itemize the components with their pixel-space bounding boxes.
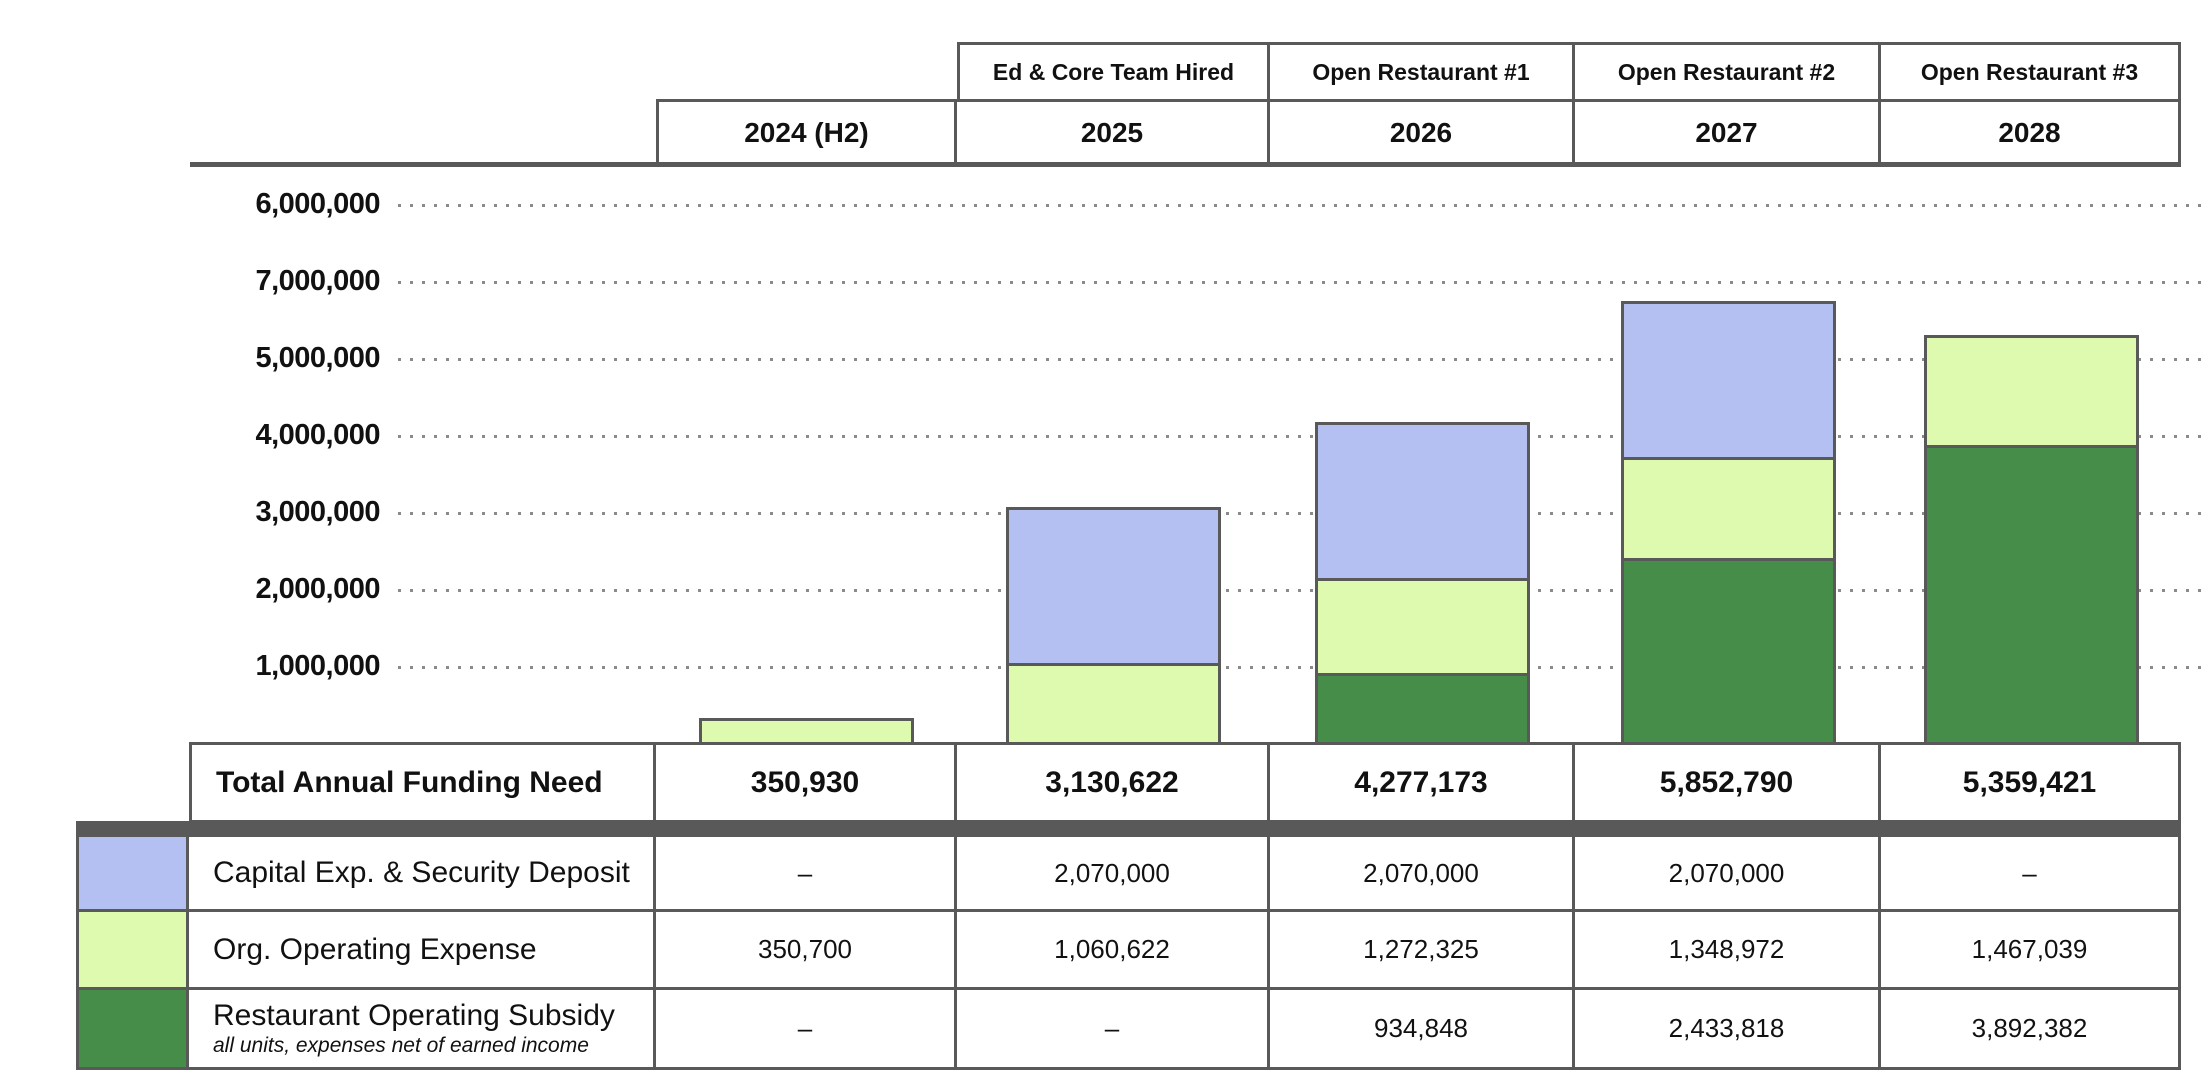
y-tick-label: 7,000,000 bbox=[255, 265, 380, 297]
gridline bbox=[398, 358, 2205, 361]
capital-exp-2027: 2,070,000 bbox=[1572, 834, 1881, 912]
year-cell-2025: 2025 bbox=[954, 99, 1270, 166]
year-cell-2027: 2027 bbox=[1572, 99, 1881, 166]
restaurant-subsidy-label-main: Restaurant Operating Subsidy bbox=[213, 999, 615, 1033]
restaurant-subsidy-2025: – bbox=[954, 987, 1270, 1070]
bar-segment-restaurant-operating-subsidy bbox=[1924, 445, 2139, 745]
total-row-label: Total Annual Funding Need bbox=[189, 742, 656, 823]
bar-2028 bbox=[1924, 335, 2139, 745]
gridline bbox=[398, 281, 2205, 284]
bar-segment-org-operating-expense bbox=[1006, 663, 1221, 745]
org-operating-2027: 1,348,972 bbox=[1572, 909, 1881, 990]
bar-segment-org-operating-expense bbox=[1924, 335, 2139, 448]
org-operating-2024: 350,700 bbox=[653, 909, 957, 990]
capital-exp-2028: – bbox=[1878, 834, 2181, 912]
bar-segment-capital-exp-security-deposit bbox=[1315, 422, 1530, 581]
gridline bbox=[398, 589, 2205, 592]
milestone-cell-2025: Ed & Core Team Hired bbox=[957, 42, 1270, 102]
y-tick-label: 4,000,000 bbox=[255, 419, 380, 451]
restaurant-subsidy-label-sub: all units, expenses net of earned income bbox=[213, 1033, 589, 1057]
capital-exp-2026: 2,070,000 bbox=[1267, 834, 1575, 912]
restaurant-subsidy-label: Restaurant Operating Subsidy all units, … bbox=[186, 987, 656, 1070]
y-tick-label: 1,000,000 bbox=[255, 650, 380, 682]
gridline bbox=[398, 435, 2205, 438]
org-operating-2026: 1,272,325 bbox=[1267, 909, 1575, 990]
gridline bbox=[398, 666, 2205, 669]
bar-segment-restaurant-operating-subsidy bbox=[1315, 673, 1530, 745]
row-org-operating: Org. Operating Expense 350,700 1,060,622… bbox=[76, 909, 2181, 990]
y-tick-label: 6,000,000 bbox=[255, 188, 380, 220]
capital-exp-2025: 2,070,000 bbox=[954, 834, 1270, 912]
year-cell-2028: 2028 bbox=[1878, 99, 2181, 166]
org-operating-2028: 1,467,039 bbox=[1878, 909, 2181, 990]
year-cell-2024: 2024 (H2) bbox=[656, 99, 957, 166]
y-tick-label: 5,000,000 bbox=[255, 342, 380, 374]
total-value-2025: 3,130,622 bbox=[954, 742, 1270, 823]
org-operating-label: Org. Operating Expense bbox=[186, 909, 656, 990]
row-capital-exp: Capital Exp. & Security Deposit – 2,070,… bbox=[76, 834, 2181, 912]
bar-2025 bbox=[1006, 507, 1221, 745]
year-header-row: 2024 (H2) 2025 2026 2027 2028 bbox=[656, 99, 2181, 166]
org-operating-swatch bbox=[76, 909, 189, 990]
capital-exp-label: Capital Exp. & Security Deposit bbox=[186, 834, 656, 912]
bar-2024-h2- bbox=[699, 718, 914, 745]
bar-segment-org-operating-expense bbox=[1315, 578, 1530, 676]
bar-segment-restaurant-operating-subsidy bbox=[1621, 558, 1836, 745]
table-separator bbox=[76, 821, 2181, 834]
restaurant-subsidy-swatch bbox=[76, 987, 189, 1070]
total-value-2026: 4,277,173 bbox=[1267, 742, 1575, 823]
bar-2026 bbox=[1315, 422, 1530, 745]
milestone-cell-2027: Open Restaurant #2 bbox=[1572, 42, 1881, 102]
org-operating-2025: 1,060,622 bbox=[954, 909, 1270, 990]
year-cell-2026: 2026 bbox=[1267, 99, 1575, 166]
milestone-cell-2028: Open Restaurant #3 bbox=[1878, 42, 2181, 102]
bar-segment-capital-exp-security-deposit bbox=[1621, 301, 1836, 460]
bar-segment-org-operating-expense bbox=[1621, 457, 1836, 561]
total-value-2027: 5,852,790 bbox=[1572, 742, 1881, 823]
restaurant-subsidy-2027: 2,433,818 bbox=[1572, 987, 1881, 1070]
restaurant-subsidy-2026: 934,848 bbox=[1267, 987, 1575, 1070]
y-tick-label: 3,000,000 bbox=[255, 496, 380, 528]
restaurant-subsidy-2024: – bbox=[653, 987, 957, 1070]
capital-exp-2024: – bbox=[653, 834, 957, 912]
milestone-cell-2026: Open Restaurant #1 bbox=[1267, 42, 1575, 102]
milestone-header-row: Ed & Core Team Hired Open Restaurant #1 … bbox=[957, 42, 2181, 102]
bar-segment-org-operating-expense bbox=[699, 718, 914, 745]
capital-exp-swatch bbox=[76, 834, 189, 912]
gridline bbox=[398, 204, 2205, 207]
gridline bbox=[398, 512, 2205, 515]
row-restaurant-subsidy: Restaurant Operating Subsidy all units, … bbox=[76, 987, 2181, 1070]
total-funding-row: Total Annual Funding Need 350,930 3,130,… bbox=[189, 742, 2181, 823]
y-tick-label: 2,000,000 bbox=[255, 573, 380, 605]
total-value-2028: 5,359,421 bbox=[1878, 742, 2181, 823]
bar-segment-capital-exp-security-deposit bbox=[1006, 507, 1221, 666]
bar-2027 bbox=[1621, 301, 1836, 745]
restaurant-subsidy-2028: 3,892,382 bbox=[1878, 987, 2181, 1070]
header-underline bbox=[190, 162, 2181, 167]
total-value-2024: 350,930 bbox=[653, 742, 957, 823]
